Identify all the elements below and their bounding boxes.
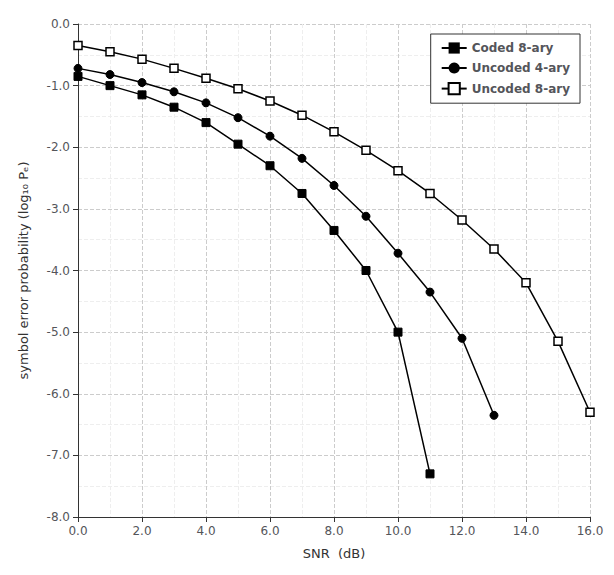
svg-text:-6.0: -6.0: [47, 387, 70, 401]
svg-text:Uncoded 8-ary: Uncoded 8-ary: [472, 82, 570, 96]
svg-text:16.0: 16.0: [577, 524, 604, 538]
svg-text:-4.0: -4.0: [47, 264, 70, 278]
svg-text:-1.0: -1.0: [47, 79, 70, 93]
svg-text:Uncoded 4-ary: Uncoded 4-ary: [472, 61, 570, 75]
svg-text:Coded 8-ary: Coded 8-ary: [472, 41, 554, 55]
svg-text:0.0: 0.0: [68, 524, 87, 538]
svg-text:-5.0: -5.0: [47, 325, 70, 339]
svg-text:-2.0: -2.0: [47, 140, 70, 154]
svg-text:14.0: 14.0: [513, 524, 540, 538]
svg-text:4.0: 4.0: [196, 524, 215, 538]
svg-text:0.0: 0.0: [51, 17, 70, 31]
svg-text:symbol error probability (log₁: symbol error probability (log₁₀ Pₑ): [16, 162, 31, 380]
svg-text:-7.0: -7.0: [47, 448, 70, 462]
svg-text:2.0: 2.0: [132, 524, 151, 538]
svg-text:10.0: 10.0: [385, 524, 412, 538]
svg-text:12.0: 12.0: [449, 524, 476, 538]
svg-text:8.0: 8.0: [324, 524, 343, 538]
svg-text:SNR (dB): SNR (dB): [303, 546, 366, 561]
svg-text:6.0: 6.0: [260, 524, 279, 538]
svg-text:-8.0: -8.0: [47, 510, 70, 524]
svg-text:-3.0: -3.0: [47, 202, 70, 216]
